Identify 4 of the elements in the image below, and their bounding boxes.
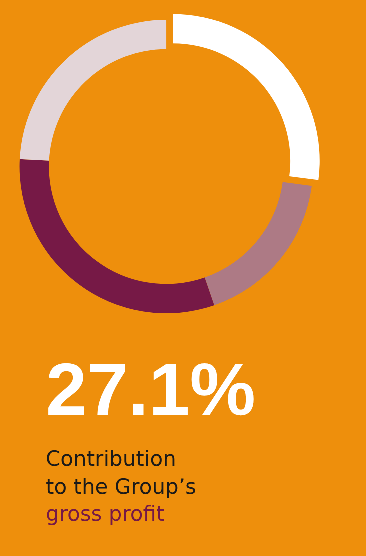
text: gross profit bbox=[46, 502, 165, 526]
text: to the Group’s bbox=[46, 475, 196, 499]
text: Contribution bbox=[46, 447, 176, 471]
text: 27.1% bbox=[46, 348, 256, 431]
